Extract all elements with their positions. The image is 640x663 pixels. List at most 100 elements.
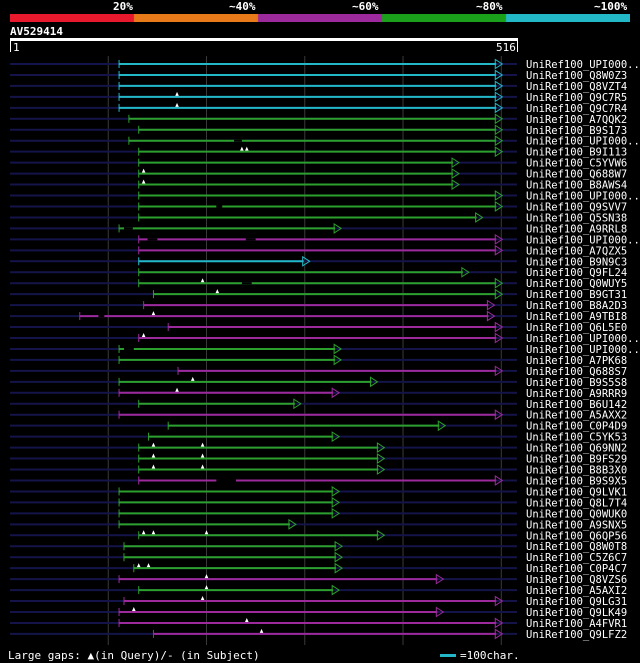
hit-label-link[interactable]: UniRef100_UPI000.. xyxy=(526,59,640,71)
hit-label-link[interactable]: UniRef100_Q8W0Z3 xyxy=(526,70,627,82)
hit-row[interactable]: UniRef100_UPI000.. xyxy=(10,343,640,356)
hit-label-link[interactable]: UniRef100_Q69NN2 xyxy=(526,443,627,455)
hit-row[interactable]: UniRef100_Q9SVV7 xyxy=(10,201,627,213)
hit-row[interactable]: UniRef100_B9I113 xyxy=(10,146,627,159)
hit-row[interactable]: UniRef100_B8AWS4 xyxy=(10,179,627,192)
hit-label-link[interactable]: UniRef100_Q688W7 xyxy=(526,169,627,181)
hit-row[interactable]: UniRef100_UPI000.. xyxy=(10,135,640,148)
hit-label-link[interactable]: UniRef100_C0P4D9 xyxy=(526,421,627,433)
hit-label-link[interactable]: UniRef100_A7QZX5 xyxy=(526,245,627,257)
hit-label-link[interactable]: UniRef100_B8AWS4 xyxy=(526,180,627,192)
hit-row[interactable]: UniRef100_Q5SN38 xyxy=(10,212,627,224)
hit-row[interactable]: UniRef100_C5YK53 xyxy=(10,431,627,444)
hit-row[interactable]: UniRef100_C5Z6C7 xyxy=(10,551,627,564)
hit-label-link[interactable]: UniRef100_A9SNX5 xyxy=(526,519,627,531)
hit-row[interactable]: UniRef100_Q9LG31 xyxy=(10,595,627,608)
hit-row[interactable]: UniRef100_A5AXX2 xyxy=(10,409,627,422)
hit-label-link[interactable]: UniRef100_B9GT31 xyxy=(526,289,627,301)
hit-label-link[interactable]: UniRef100_Q5SN38 xyxy=(526,212,627,224)
hit-label-link[interactable]: UniRef100_B9I113 xyxy=(526,147,627,159)
hit-row[interactable]: UniRef100_Q0WUK0 xyxy=(10,507,627,520)
hit-row[interactable]: UniRef100_Q8W0T8 xyxy=(10,540,627,553)
hit-label-link[interactable]: UniRef100_A5AXI2 xyxy=(526,585,627,597)
hit-label-link[interactable]: UniRef100_B9S173 xyxy=(526,125,627,137)
hit-row[interactable]: UniRef100_Q9LFZ2 xyxy=(10,628,627,641)
hit-label-link[interactable]: UniRef100_B6U142 xyxy=(526,399,627,411)
hit-row[interactable]: UniRef100_B8B3X0 xyxy=(10,464,627,477)
hit-label-link[interactable]: UniRef100_UPI000.. xyxy=(526,344,640,356)
hit-label-link[interactable]: UniRef100_Q9LVK1 xyxy=(526,486,627,498)
hit-row[interactable]: UniRef100_UPI000.. xyxy=(10,190,640,203)
hit-label-link[interactable]: UniRef100_C0P4C7 xyxy=(526,563,627,575)
hit-row[interactable]: UniRef100_UPI000.. xyxy=(10,332,640,345)
hit-row[interactable]: UniRef100_Q8W0Z3 xyxy=(10,69,627,82)
hit-label-link[interactable]: UniRef100_B9S5S8 xyxy=(526,377,627,389)
hit-row[interactable]: UniRef100_Q8VZT4 xyxy=(10,80,627,93)
hit-label-link[interactable]: UniRef100_Q9FL24 xyxy=(526,267,627,279)
hit-label-link[interactable]: UniRef100_Q6L5E0 xyxy=(526,322,627,334)
hit-label-link[interactable]: UniRef100_Q9LK49 xyxy=(526,607,627,619)
hit-label-link[interactable]: UniRef100_C5Z6C7 xyxy=(526,552,627,564)
hit-row[interactable]: UniRef100_UPI000.. xyxy=(10,58,640,71)
hit-row[interactable]: UniRef100_Q8L7T4 xyxy=(10,496,627,509)
hit-label-link[interactable]: UniRef100_Q9C7R5 xyxy=(526,92,627,104)
hit-label-link[interactable]: UniRef100_Q8VZS6 xyxy=(526,574,627,586)
hit-label-link[interactable]: UniRef100_Q0WUK0 xyxy=(526,508,627,520)
hit-row[interactable]: UniRef100_B9S9X5 xyxy=(10,475,627,487)
hit-row[interactable]: UniRef100_B6U142 xyxy=(10,398,627,411)
hit-label-link[interactable]: UniRef100_A9RRL8 xyxy=(526,223,627,235)
hit-row[interactable]: UniRef100_A9RRR9 xyxy=(10,387,627,400)
hit-row[interactable]: UniRef100_A9TBI8 xyxy=(10,310,627,323)
hit-label-link[interactable]: UniRef100_B8A2D3 xyxy=(526,300,627,312)
hit-row[interactable]: UniRef100_A9SNX5 xyxy=(10,518,627,531)
hit-row[interactable]: UniRef100_C0P4C7 xyxy=(10,562,627,575)
hit-label-link[interactable]: UniRef100_B9FS29 xyxy=(526,454,627,466)
hit-row[interactable]: UniRef100_C5YVW6 xyxy=(10,157,627,170)
hit-label-link[interactable]: UniRef100_UPI000.. xyxy=(526,234,640,246)
hit-row[interactable]: UniRef100_Q69NN2 xyxy=(10,442,627,455)
hit-row[interactable]: UniRef100_Q6QP56 xyxy=(10,529,627,542)
hit-row[interactable]: UniRef100_Q6L5E0 xyxy=(10,321,627,334)
hit-row[interactable]: UniRef100_Q8VZS6 xyxy=(10,573,627,586)
hit-row[interactable]: UniRef100_B9FS29 xyxy=(10,453,627,466)
hit-row[interactable]: UniRef100_B9S5S8 xyxy=(10,376,627,389)
hit-label-link[interactable]: UniRef100_B9S9X5 xyxy=(526,475,627,487)
hit-label-link[interactable]: UniRef100_A9RRR9 xyxy=(526,388,627,400)
hit-label-link[interactable]: UniRef100_Q0WUY5 xyxy=(526,278,627,290)
hit-label-link[interactable]: UniRef100_A9TBI8 xyxy=(526,311,627,323)
hit-label-link[interactable]: UniRef100_Q8VZT4 xyxy=(526,81,627,93)
hit-row[interactable]: UniRef100_B9GT31 xyxy=(10,288,627,301)
hit-row[interactable]: UniRef100_B9N9C3 xyxy=(10,255,627,268)
hit-row[interactable]: UniRef100_Q9LK49 xyxy=(10,606,627,619)
hit-label-link[interactable]: UniRef100_Q9SVV7 xyxy=(526,201,627,213)
hit-row[interactable]: UniRef100_A7QQK2 xyxy=(10,113,627,126)
hit-label-link[interactable]: UniRef100_B9N9C3 xyxy=(526,256,627,268)
hit-row[interactable]: UniRef100_Q688W7 xyxy=(10,168,627,181)
hit-row[interactable]: UniRef100_Q9LVK1 xyxy=(10,486,627,498)
hit-label-link[interactable]: UniRef100_C5YVW6 xyxy=(526,158,627,170)
hit-row[interactable]: UniRef100_B9S173 xyxy=(10,124,627,137)
hit-label-link[interactable]: UniRef100_A4FVR1 xyxy=(526,618,627,630)
hit-row[interactable]: UniRef100_Q9C7R5 xyxy=(10,91,627,104)
hit-row[interactable]: UniRef100_Q0WUY5 xyxy=(10,277,627,290)
hit-label-link[interactable]: UniRef100_Q688S7 xyxy=(526,366,627,378)
hit-label-link[interactable]: UniRef100_Q9LG31 xyxy=(526,596,627,608)
hit-row[interactable]: UniRef100_A5AXI2 xyxy=(10,584,627,597)
hit-row[interactable]: UniRef100_A7QZX5 xyxy=(10,244,627,257)
hit-label-link[interactable]: UniRef100_Q6QP56 xyxy=(526,530,627,542)
hit-label-link[interactable]: UniRef100_Q9LFZ2 xyxy=(526,629,627,641)
hit-row[interactable]: UniRef100_Q9FL24 xyxy=(10,266,627,279)
hit-row[interactable]: UniRef100_A9RRL8 xyxy=(10,222,627,235)
hit-row[interactable]: UniRef100_UPI000.. xyxy=(10,233,640,246)
hit-label-link[interactable]: UniRef100_A7PK68 xyxy=(526,355,627,367)
hit-row[interactable]: UniRef100_B8A2D3 xyxy=(10,299,627,312)
hit-label-link[interactable]: UniRef100_A7QQK2 xyxy=(526,114,627,126)
hit-label-link[interactable]: UniRef100_Q9C7R4 xyxy=(526,103,627,115)
hit-label-link[interactable]: UniRef100_B8B3X0 xyxy=(526,465,627,477)
hit-label-link[interactable]: UniRef100_Q8L7T4 xyxy=(526,497,627,509)
hit-label-link[interactable]: UniRef100_Q8W0T8 xyxy=(526,541,627,553)
hit-row[interactable]: UniRef100_A7PK68 xyxy=(10,354,627,367)
hit-row[interactable]: UniRef100_Q9C7R4 xyxy=(10,102,627,115)
hit-label-link[interactable]: UniRef100_UPI000.. xyxy=(526,191,640,203)
hit-label-link[interactable]: UniRef100_UPI000.. xyxy=(526,333,640,345)
